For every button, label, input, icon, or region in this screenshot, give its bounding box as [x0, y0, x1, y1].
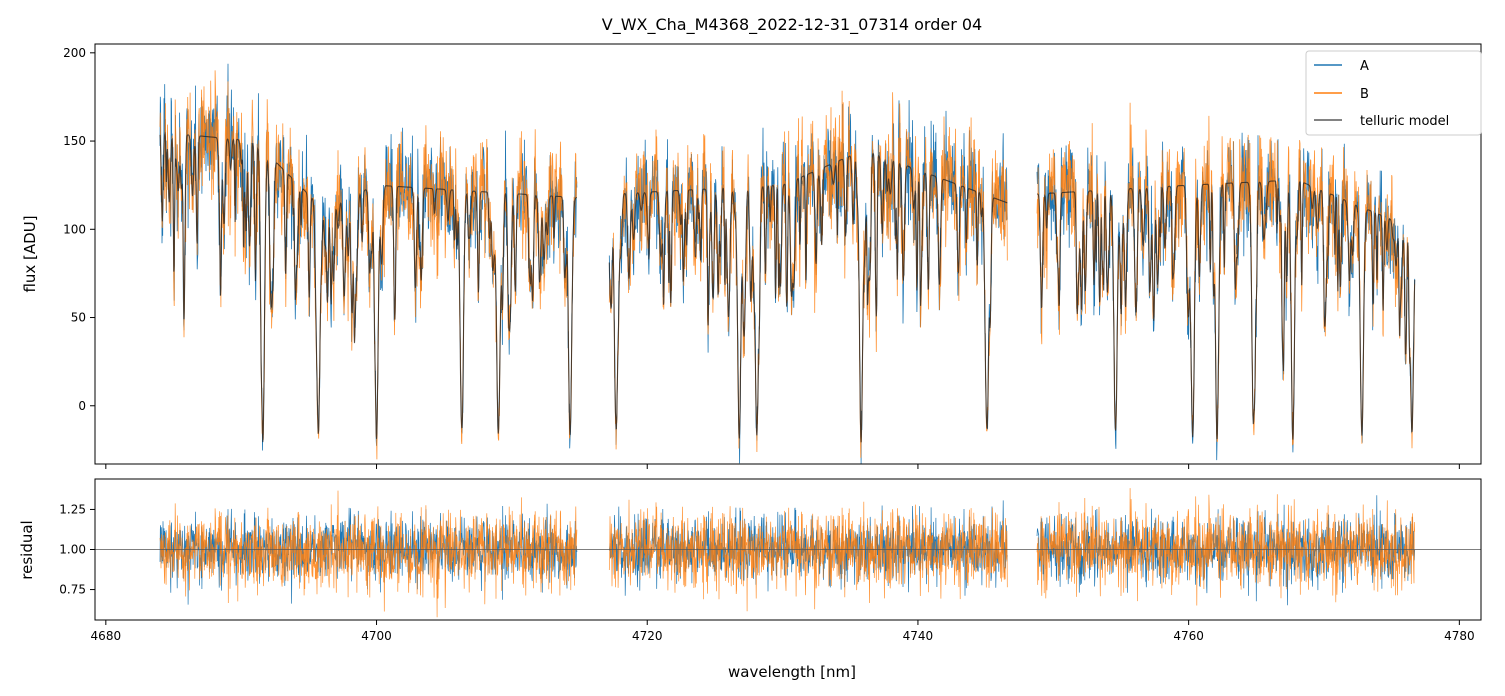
flux-panel-frame — [94, 43, 1482, 465]
flux-y-axis-label: flux [ADU] — [21, 215, 39, 292]
x-tick-label: 4680 — [91, 629, 122, 643]
legend: A B telluric model — [1305, 50, 1482, 136]
x-tick-label: 4760 — [1173, 629, 1204, 643]
legend-label-b: B — [1360, 87, 1369, 102]
series-b-flux-line — [608, 90, 1008, 458]
x-axis-label: wavelength [nm] — [728, 663, 856, 681]
flux-y-tick-label: 0 — [78, 399, 86, 413]
series-b-residual-line — [159, 490, 578, 618]
x-tick-label: 4700 — [361, 629, 392, 643]
residual-y-tick-label: 0.75 — [59, 583, 86, 597]
legend-frame — [1305, 50, 1482, 136]
chart-title: V_WX_Cha_M4368_2022-12-31_07314 order 04 — [602, 15, 982, 35]
telluric-model-line — [1037, 180, 1416, 440]
flux-panel: 0 50 100 150 200 flux [ADU] A B telluric mod… — [21, 43, 1482, 469]
flux-y-tick-label: 50 — [71, 311, 86, 325]
legend-label-a: A — [1360, 59, 1369, 74]
flux-y-tick-label: 150 — [63, 134, 86, 148]
flux-y-tick-label: 100 — [63, 222, 86, 236]
flux-y-tick-label: 200 — [63, 46, 86, 60]
telluric-model-line — [608, 153, 1008, 443]
x-tick-label: 4780 — [1444, 629, 1475, 643]
series-b-flux-line — [1036, 102, 1416, 449]
residual-y-tick-label: 1.25 — [59, 502, 86, 516]
residual-y-axis-label: residual — [18, 520, 36, 579]
series-b-residual-line — [608, 499, 1008, 612]
x-tick-label: 4720 — [632, 629, 663, 643]
telluric-model-line — [159, 131, 578, 443]
residual-panel: 0.75 1.00 1.25 4680 4700 4720 4740 4760 4780 re… — [18, 478, 1482, 681]
residual-y-tick-label: 1.00 — [59, 543, 86, 557]
series-b-residual-line — [1036, 488, 1416, 606]
legend-label-telluric-model: telluric model — [1360, 114, 1449, 129]
x-tick-label: 4740 — [903, 629, 934, 643]
